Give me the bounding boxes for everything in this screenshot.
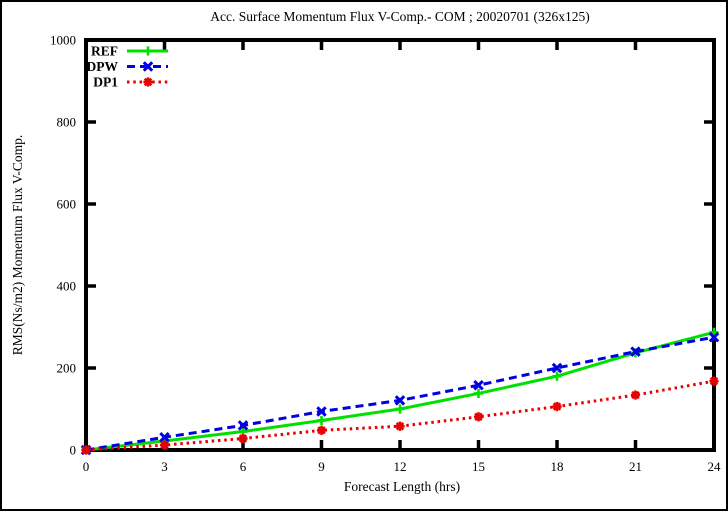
marker-stroke (473, 379, 484, 391)
y-tick-label: 1000 (50, 33, 76, 48)
marker-core (475, 414, 482, 420)
data-point-asterisk (473, 412, 484, 422)
marker-core (318, 427, 325, 434)
data-point-x (551, 362, 563, 374)
marker-core (240, 435, 246, 442)
data-point-asterisk (238, 433, 248, 444)
x-tick-label: 21 (629, 459, 642, 474)
marker-stroke (708, 331, 720, 343)
data-point-plus (552, 371, 562, 381)
data-point-asterisk (395, 421, 405, 431)
data-point-asterisk (81, 445, 91, 455)
x-tick-label: 24 (708, 459, 722, 474)
x-tick-label: 12 (394, 459, 407, 474)
marker-stroke (316, 406, 327, 417)
y-tick-label: 800 (57, 115, 77, 130)
data-point-asterisk (316, 425, 327, 435)
data-point-x (237, 420, 249, 431)
x-tick-label: 15 (472, 459, 485, 474)
data-point-asterisk (552, 401, 562, 412)
legend-label: DPW (87, 59, 119, 74)
plot-area: 0 3 6 9 12 15 18 21 24 0 200 400 600 800 1000 (50, 33, 721, 475)
x-tick-label: 9 (318, 459, 325, 474)
x-tick-label: 3 (161, 459, 168, 474)
data-point-plus (316, 415, 327, 426)
data-point-asterisk (143, 77, 153, 87)
data-point-asterisk (709, 376, 719, 386)
x-tick-label: 6 (240, 459, 247, 474)
marker-stroke (551, 362, 563, 374)
legend-label: REF (91, 44, 118, 59)
marker-core (161, 442, 168, 448)
plot-border (84, 38, 716, 452)
marker-core (83, 447, 89, 453)
marker-stroke (394, 395, 406, 406)
data-point-plus (143, 46, 153, 56)
marker-core (554, 403, 560, 410)
data-point-x (473, 379, 484, 391)
marker-core (632, 392, 639, 398)
data-point-x (630, 346, 641, 357)
x-tick-label: 0 (83, 459, 90, 474)
y-axis-label: RMS(Ns/m2) Momentum Flux V-Comp. (10, 135, 25, 356)
y-tick-label: 200 (57, 361, 77, 376)
series-line-DPW (85, 335, 715, 452)
marker-stroke (159, 432, 170, 443)
y-tick-label: 600 (57, 197, 77, 212)
y-tick-label: 0 (70, 443, 77, 458)
x-tick-label: 18 (551, 459, 564, 474)
marker-core (145, 79, 151, 85)
chart-title: Acc. Surface Momentum Flux V-Comp.- COM … (210, 9, 589, 24)
data-point-plus (395, 404, 405, 414)
data-point-x (708, 331, 720, 343)
data-point-x (316, 406, 327, 417)
legend-label: DP1 (93, 75, 118, 90)
series-line-REF (85, 330, 715, 452)
legend-entry-DPW: DPW (87, 59, 168, 74)
y-tick-label: 400 (57, 279, 77, 294)
marker-stroke (237, 420, 249, 431)
marker-core (711, 378, 717, 384)
data-point-plus (473, 388, 484, 399)
legend-entry-REF: REF (91, 44, 168, 59)
data-point-x (394, 395, 406, 406)
data-point-asterisk (159, 440, 170, 450)
marker-stroke (630, 346, 641, 357)
marker-core (397, 423, 403, 429)
legend-entry-DP1: DP1 (93, 75, 168, 90)
marker-stroke (142, 61, 154, 72)
x-axis-label: Forecast Length (hrs) (344, 479, 460, 494)
data-point-asterisk (630, 390, 641, 400)
data-point-x (159, 432, 170, 443)
data-point-x (142, 61, 154, 72)
